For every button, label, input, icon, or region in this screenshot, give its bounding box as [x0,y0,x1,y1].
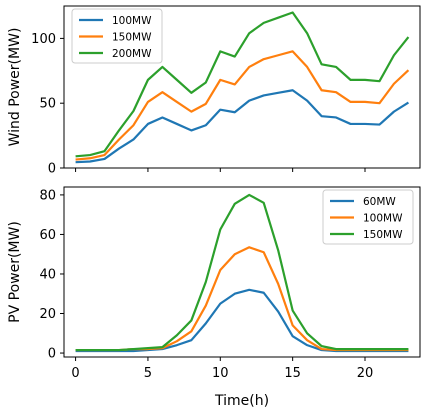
series-line-150mw [75,193,409,352]
x-tick-label: 20 [357,366,374,381]
x-tick-label: 10 [212,366,229,381]
legend-box [71,8,163,64]
y-tick-label: 60 [39,228,56,243]
x-axis-label: Time(h) [214,393,269,409]
legend-entry: 200MW [112,48,152,60]
y-axis-label: PV Power(MW) [7,221,23,323]
legend-entry: 100MW [363,213,403,225]
legend-entry: 150MW [363,229,403,241]
legend-box [322,189,414,245]
y-tick-label: 0 [48,347,56,362]
series-line-100mw [75,246,409,352]
x-tick-label: 15 [284,366,301,381]
axes-frame [63,186,421,358]
legend-entry: 60MW [363,196,396,208]
series-line-100mw [75,89,410,164]
y-tick-label: 50 [39,97,56,112]
legend-entry: 150MW [112,32,152,44]
y-tick-label: 100 [31,32,56,47]
x-tick-label: 5 [144,366,152,381]
series-line-200mw [75,11,410,158]
y-tick-label: 40 [39,267,56,282]
pv-power-panel: 0 5 10 15 20 0 20 40 60 80 PV Power(MW) Time(h) 60MW… [7,186,421,409]
axes-frame [63,5,421,169]
series-line-60mw [75,288,409,353]
y-tick-label: 20 [39,307,56,322]
y-tick-label: 80 [39,188,56,203]
y-tick-label: 0 [48,162,56,177]
wind-power-panel: 0 50 100 Wind Power(MW) 100MW 150MW 200MW [7,5,421,177]
series-line-150mw [75,50,410,161]
x-tick-label: 0 [71,366,79,381]
legend-entry: 100MW [112,15,152,27]
y-axis-label: Wind Power(MW) [7,28,23,147]
